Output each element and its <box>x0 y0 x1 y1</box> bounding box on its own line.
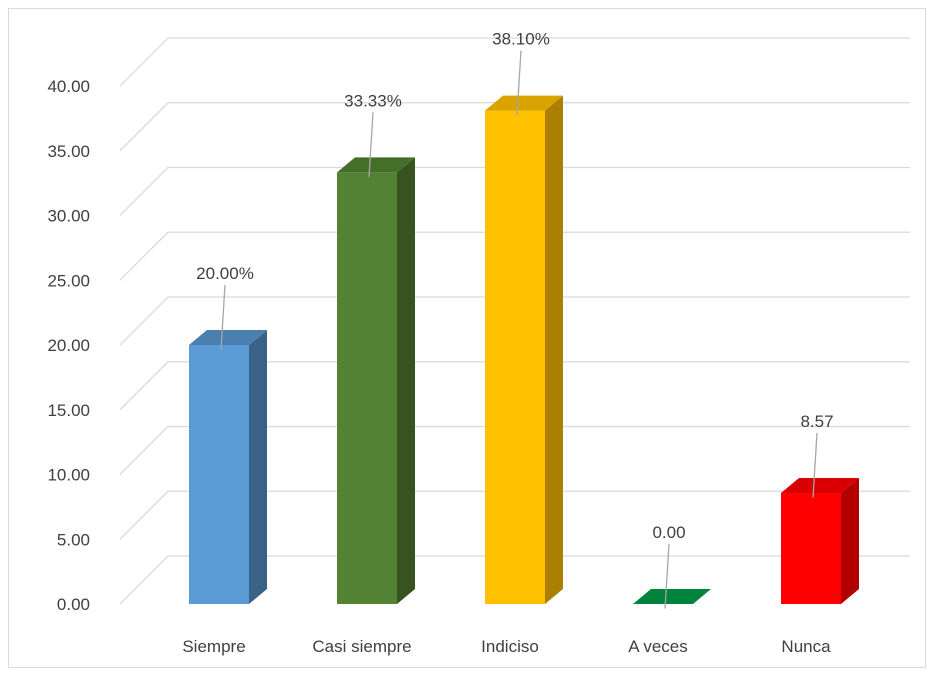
data-label: 8.57 <box>800 412 833 431</box>
bar-side <box>545 95 563 604</box>
gridline <box>119 166 910 216</box>
bar-front <box>485 110 545 604</box>
bar-a-veces <box>633 589 711 604</box>
bar-casi-siempre <box>337 157 415 604</box>
bar-front <box>189 345 249 604</box>
gridline <box>119 555 910 605</box>
gridline <box>119 102 910 152</box>
bar-top <box>781 478 859 494</box>
bar-top <box>337 157 415 173</box>
bar-nunca <box>781 478 859 604</box>
y-axis: 0.00 5.00 10.00 15.00 20.00 25.00 30.00 35.00 40… <box>47 77 90 614</box>
leader-line <box>812 432 818 498</box>
bar-siempre <box>189 330 267 604</box>
bar-top <box>485 95 563 111</box>
y-tick-label: 30.00 <box>47 207 90 226</box>
data-label: 38.10% <box>492 30 550 49</box>
gridline <box>119 231 910 281</box>
x-axis: Siempre Casi siempre Indiciso A veces Nunca <box>182 637 831 656</box>
y-tick-label: 15.00 <box>47 401 90 420</box>
data-labels: 20.00% 33.33% 38.10% 0.00 8.57 <box>196 30 834 609</box>
data-label: 33.33% <box>344 91 402 110</box>
x-tick-label: Casi siempre <box>312 637 411 656</box>
bar-indiciso <box>485 95 563 604</box>
chart-frame <box>8 8 926 668</box>
leader-line <box>516 50 522 116</box>
gridline <box>119 490 910 540</box>
y-tick-label: 5.00 <box>57 530 90 549</box>
x-tick-label: Indiciso <box>481 637 539 656</box>
bar-side <box>249 330 267 604</box>
bar-front <box>781 493 841 604</box>
gridline <box>119 37 910 87</box>
bar-top <box>189 330 267 345</box>
gridline <box>119 296 910 346</box>
y-tick-label: 25.00 <box>47 271 90 290</box>
x-tick-label: Nunca <box>781 637 831 656</box>
gridline <box>119 361 910 411</box>
x-tick-label: A veces <box>628 637 688 656</box>
x-tick-label: Siempre <box>182 637 245 656</box>
y-tick-label: 10.00 <box>47 466 90 485</box>
leader-line <box>664 543 670 609</box>
bar-front <box>337 172 397 604</box>
bars <box>189 95 859 604</box>
gridline <box>119 425 910 475</box>
y-tick-label: 40.00 <box>47 77 90 96</box>
y-tick-label: 35.00 <box>47 142 90 161</box>
y-tick-label: 0.00 <box>57 595 90 614</box>
leader-line <box>220 284 226 350</box>
data-label: 20.00% <box>196 264 254 283</box>
bar-side <box>841 478 859 604</box>
leader-line <box>368 112 374 177</box>
data-label: 0.00 <box>652 523 685 542</box>
y-tick-label: 20.00 <box>47 336 90 355</box>
bar-top <box>633 589 711 604</box>
gridlines <box>119 37 910 605</box>
bar-side <box>397 157 415 604</box>
